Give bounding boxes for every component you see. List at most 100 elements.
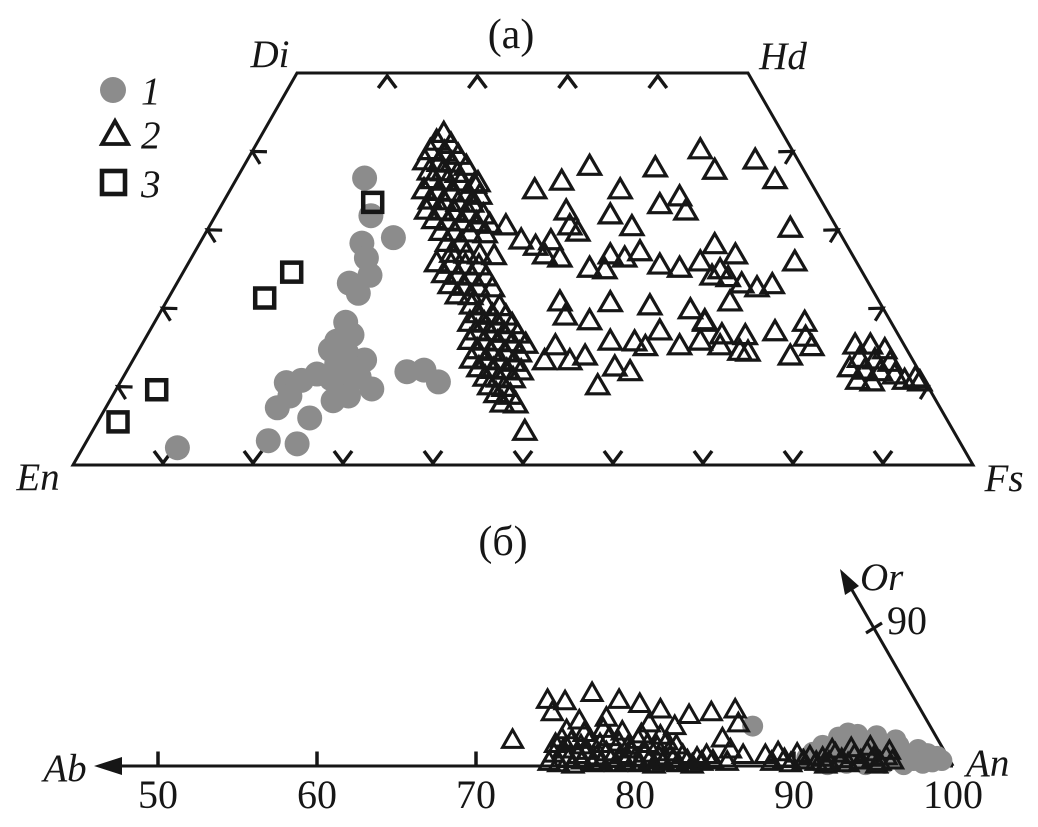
data-point-triangle [530, 346, 559, 371]
data-point-triangle [858, 367, 886, 392]
data-point-triangle [636, 291, 664, 316]
right-tick-mark [778, 149, 796, 165]
x-axis-tick-labels: 50 60 70 80 90 100 [138, 772, 983, 817]
data-point-triangle [714, 748, 740, 771]
data-point-triangle [776, 341, 805, 366]
data-point-triangle [660, 746, 686, 769]
corner-label-en: En [15, 456, 59, 499]
data-point-triangle [447, 167, 475, 192]
data-point-triangle [612, 748, 639, 771]
data-point-triangle [743, 273, 771, 298]
data-point-triangle [452, 239, 481, 264]
data-point-triangle [665, 331, 694, 356]
series-1 [164, 165, 451, 461]
data-point-triangle [646, 190, 674, 215]
data-point-square [106, 410, 130, 434]
data-point-triangle [616, 732, 642, 755]
data-point-triangle [708, 320, 736, 345]
data-point-triangle [741, 145, 769, 170]
x-tick-label: 100 [923, 772, 983, 817]
data-point-triangle [616, 357, 644, 382]
data-point-circle [837, 722, 859, 744]
data-point-triangle [579, 679, 605, 703]
data-point-triangle [709, 725, 736, 748]
data-point-triangle [422, 248, 451, 273]
data-point-triangle [507, 225, 535, 250]
axis-label-or: Or [860, 556, 904, 599]
data-point-triangle [546, 243, 574, 268]
data-point-circle [255, 428, 281, 454]
data-point-triangle [730, 741, 756, 764]
data-point-square [279, 260, 304, 284]
data-point-triangle [575, 254, 604, 278]
data-point-triangle [644, 733, 670, 756]
data-point-triangle [686, 247, 715, 272]
data-point-triangle [620, 327, 649, 352]
data-point-triangle [534, 686, 561, 709]
corner-label-fs: Fs [984, 457, 1024, 500]
data-point-triangle [686, 135, 715, 160]
x-tick-label: 90 [774, 772, 814, 817]
data-point-triangle [851, 355, 879, 380]
data-point-triangle [672, 196, 700, 221]
data-point-triangle [596, 200, 625, 225]
panel-b-title: (б) [478, 519, 527, 565]
data-point-triangle [499, 726, 526, 749]
data-point-square [360, 190, 385, 215]
data-point-triangle [520, 175, 549, 200]
data-point-triangle [606, 686, 632, 709]
corner-label-di: Di [250, 33, 290, 76]
data-point-triangle [662, 713, 688, 736]
data-point-circle [357, 262, 383, 288]
or-axis [846, 582, 955, 767]
data-point-triangle [571, 719, 597, 742]
data-point-triangle [626, 237, 654, 262]
data-point-triangle [551, 301, 580, 326]
data-point-square [144, 377, 169, 402]
legend-label-2: 2 [141, 114, 161, 157]
left-tick-mark [249, 149, 267, 165]
data-point-triangle [488, 388, 517, 413]
data-point-triangle [456, 218, 484, 243]
quad-outline [70, 71, 976, 467]
data-point-circle [320, 388, 346, 414]
data-point-triangle [591, 255, 619, 280]
data-point-triangle [654, 728, 680, 751]
data-point-triangle [537, 226, 565, 251]
panel-a-data-points [106, 119, 934, 461]
data-point-square [252, 286, 277, 310]
data-point-triangle [471, 219, 499, 244]
data-point-triangle [700, 156, 729, 180]
data-point-circle [264, 395, 290, 421]
data-point-triangle [587, 730, 613, 753]
legend-square-icon [99, 168, 128, 197]
data-point-triangle [464, 168, 492, 193]
legend-triangle-icon [98, 117, 132, 146]
data-point-triangle [665, 182, 694, 207]
data-point-triangle [636, 710, 662, 733]
data-point-triangle [452, 152, 481, 176]
panel-a: 1 2 3 (a) Di Hd En Fs [15, 12, 1023, 500]
data-point-triangle [686, 326, 715, 351]
data-point-triangle [596, 288, 625, 313]
data-point-triangle [552, 688, 578, 711]
data-point-circle [345, 280, 371, 306]
corner-label-hd: Hd [758, 35, 807, 78]
data-point-triangle [838, 735, 864, 758]
series-3 [106, 190, 385, 434]
axis-label-ab: Ab [40, 747, 86, 790]
data-point-triangle [790, 747, 817, 770]
data-point-triangle [674, 747, 701, 770]
panel-b: 50 60 70 80 90 100 (б) Ab An Or 90 [40, 519, 1009, 817]
series-2 [499, 679, 906, 774]
data-point-triangle [627, 691, 653, 714]
data-point-triangle [457, 281, 485, 306]
data-point-triangle [700, 230, 729, 255]
left-tick-mark [204, 228, 223, 244]
top-tick-mark [647, 73, 669, 90]
legend-symbols [98, 77, 132, 197]
bottom-tick-mark [242, 449, 264, 466]
data-point-triangle [698, 699, 724, 722]
data-point-triangle [684, 744, 710, 767]
